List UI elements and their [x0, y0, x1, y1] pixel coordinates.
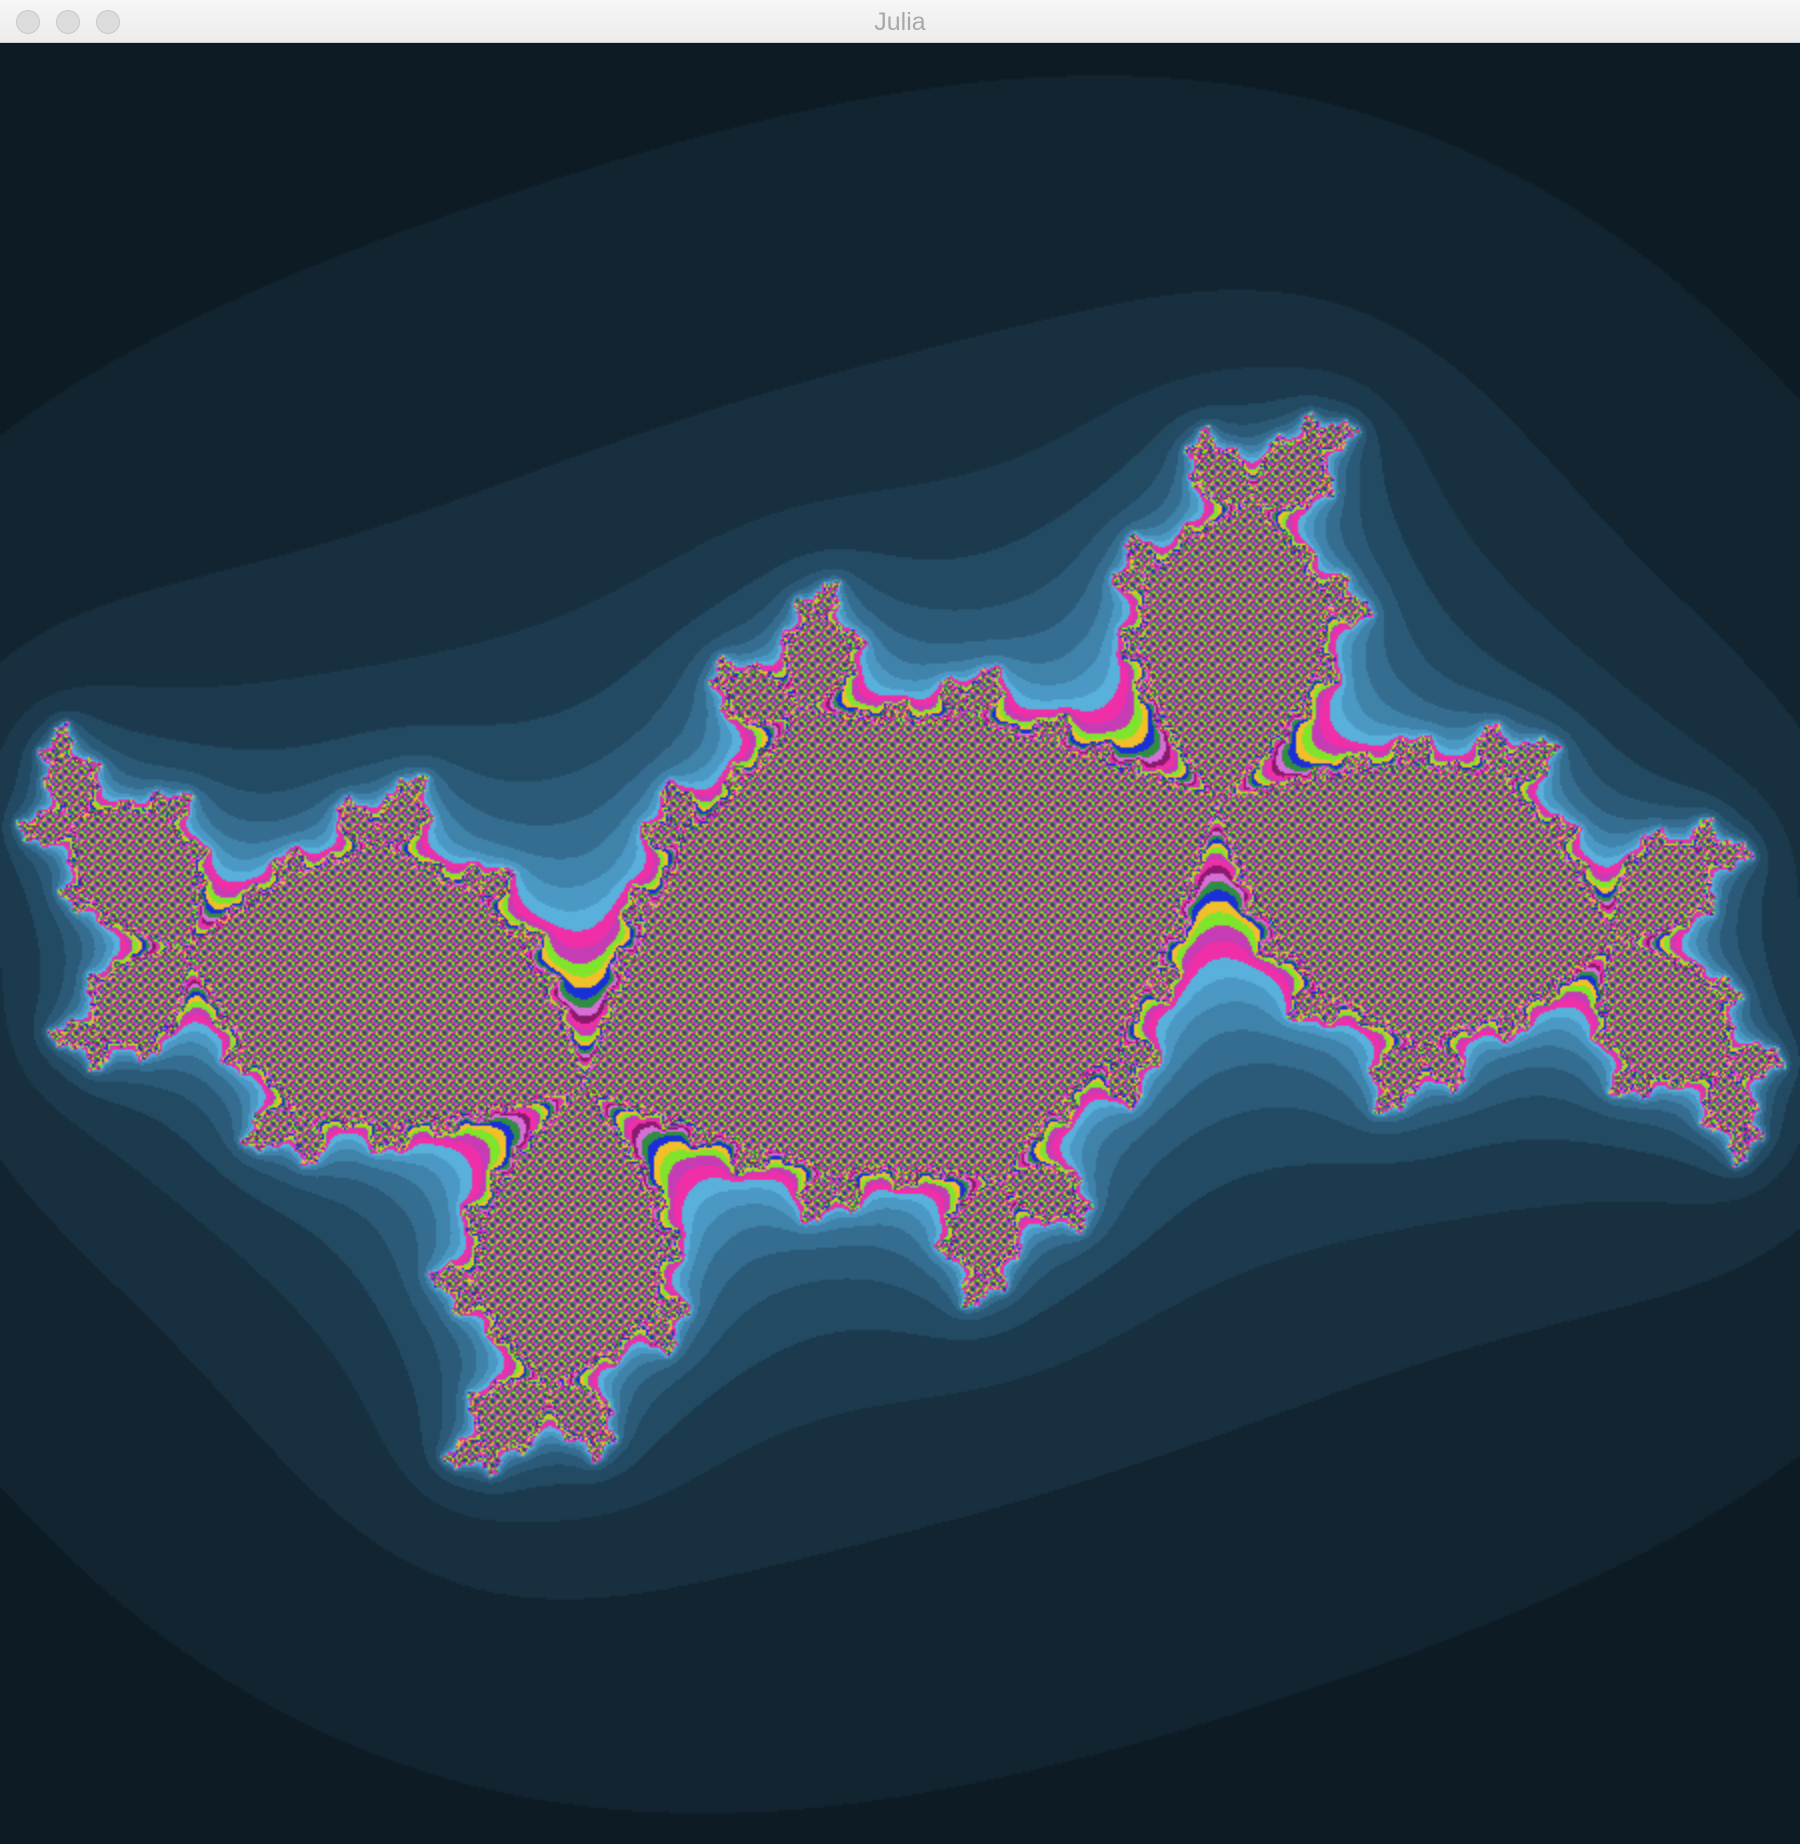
zoom-button-icon[interactable]: [96, 10, 120, 34]
fractal-view[interactable]: [0, 43, 1800, 1844]
julia-fractal-canvas[interactable]: [0, 43, 1800, 1844]
window-title: Julia: [874, 8, 926, 36]
close-button-icon[interactable]: [16, 10, 40, 34]
minimize-button-icon[interactable]: [56, 10, 80, 34]
title-bar[interactable]: Julia: [0, 0, 1800, 43]
